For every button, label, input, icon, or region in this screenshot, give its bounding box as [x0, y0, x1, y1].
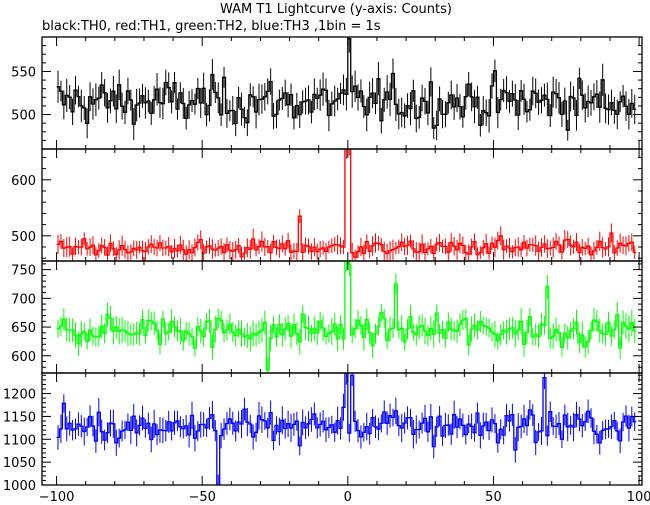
y-tick-label: 1050 [3, 456, 36, 471]
y-tick-label: 500 [11, 230, 36, 245]
x-tick-label: 100 [627, 490, 650, 505]
y-tick-label: 1000 [3, 479, 36, 494]
panel-frame [41, 260, 643, 374]
y-tick-label: 750 [11, 264, 36, 279]
series-line-th0 [56, 38, 637, 131]
panel-th3: 1000 1050 1100 1150 1200 [3, 372, 643, 494]
y-tick-label: 550 [11, 65, 36, 80]
series-line-th3 [56, 373, 637, 485]
chart-title: WAM T1 Lightcurve (y-axis: Counts) [220, 2, 452, 17]
x-tick-label: −100 [39, 490, 75, 505]
series-line-th1 [56, 149, 637, 258]
chart-subtitle: black:TH0, red:TH1, green:TH2, blue:TH3 … [42, 19, 381, 34]
y-tick-label: 1200 [3, 388, 36, 403]
x-tick-label: −50 [188, 490, 215, 505]
panel-frame [41, 372, 643, 486]
series-line-th2 [56, 261, 637, 371]
panel-th1: 500 600 [11, 148, 643, 262]
x-tick-label: 50 [485, 490, 502, 505]
y-tick-label: 1150 [3, 410, 36, 425]
series-th1 [56, 149, 637, 261]
panel-frame [41, 148, 643, 262]
y-tick-label: 500 [11, 109, 36, 124]
y-tick-label: 600 [11, 350, 36, 365]
y-tick-label: 600 [11, 174, 36, 189]
y-tick-label: 650 [11, 321, 36, 336]
y-tick-label: 1100 [3, 433, 36, 448]
series-th0 [56, 37, 637, 141]
plot-area: 5005505006006006507007501000105011001150… [3, 36, 650, 505]
series-th3 [56, 373, 637, 485]
y-tick-label: 700 [11, 292, 36, 307]
panel-th0: 500 550 [11, 36, 643, 150]
x-tick-label: 0 [344, 490, 352, 505]
panel-th2: 600 650 700 750 [11, 260, 643, 374]
x-axis-labels: −100 −50 0 50 100 [39, 490, 650, 505]
series-th2 [56, 261, 637, 373]
